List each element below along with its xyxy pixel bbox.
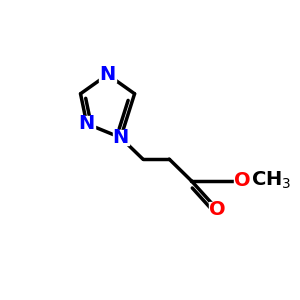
Text: N: N <box>79 114 95 133</box>
Text: CH$_3$: CH$_3$ <box>251 170 291 191</box>
Text: N: N <box>99 65 116 84</box>
Bar <box>79 116 95 131</box>
Text: O: O <box>209 200 226 219</box>
Bar <box>100 67 116 82</box>
Bar <box>234 173 251 188</box>
Text: N: N <box>112 128 129 147</box>
Bar <box>112 130 129 145</box>
Bar <box>209 202 226 217</box>
Text: O: O <box>234 171 250 190</box>
